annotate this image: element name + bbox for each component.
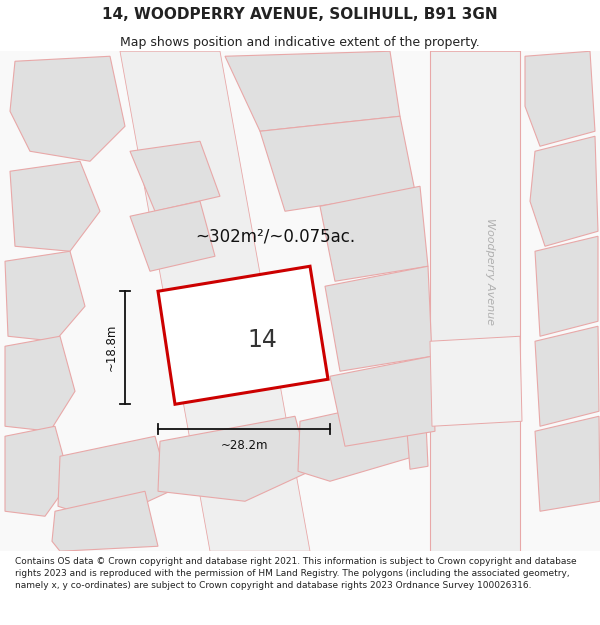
Polygon shape	[5, 336, 75, 431]
Polygon shape	[535, 416, 600, 511]
Text: Contains OS data © Crown copyright and database right 2021. This information is : Contains OS data © Crown copyright and d…	[15, 557, 577, 590]
Text: Map shows position and indicative extent of the property.: Map shows position and indicative extent…	[120, 36, 480, 49]
Polygon shape	[530, 136, 598, 246]
Polygon shape	[535, 326, 599, 426]
Polygon shape	[260, 116, 415, 211]
Text: 14: 14	[248, 328, 278, 352]
Polygon shape	[0, 51, 600, 551]
Polygon shape	[130, 141, 220, 211]
Polygon shape	[535, 236, 598, 336]
Text: ~28.2m: ~28.2m	[220, 439, 268, 452]
Polygon shape	[430, 336, 522, 426]
Polygon shape	[5, 426, 70, 516]
Polygon shape	[525, 51, 595, 146]
Polygon shape	[158, 416, 310, 501]
Text: 14, WOODPERRY AVENUE, SOLIHULL, B91 3GN: 14, WOODPERRY AVENUE, SOLIHULL, B91 3GN	[102, 7, 498, 22]
Polygon shape	[130, 201, 215, 271]
Polygon shape	[10, 56, 125, 161]
Polygon shape	[58, 436, 170, 521]
Polygon shape	[120, 51, 310, 551]
Polygon shape	[298, 399, 415, 481]
Text: ~18.8m: ~18.8m	[104, 324, 118, 371]
Polygon shape	[405, 401, 428, 469]
Polygon shape	[10, 161, 100, 251]
Polygon shape	[320, 186, 428, 281]
Polygon shape	[225, 51, 400, 131]
Polygon shape	[430, 51, 520, 551]
Polygon shape	[52, 491, 158, 551]
Text: ~302m²/~0.075ac.: ~302m²/~0.075ac.	[195, 228, 355, 245]
Polygon shape	[325, 266, 432, 371]
Text: Woodperry Avenue: Woodperry Avenue	[485, 217, 495, 325]
Polygon shape	[158, 266, 328, 404]
Polygon shape	[5, 251, 85, 341]
Polygon shape	[330, 356, 435, 446]
